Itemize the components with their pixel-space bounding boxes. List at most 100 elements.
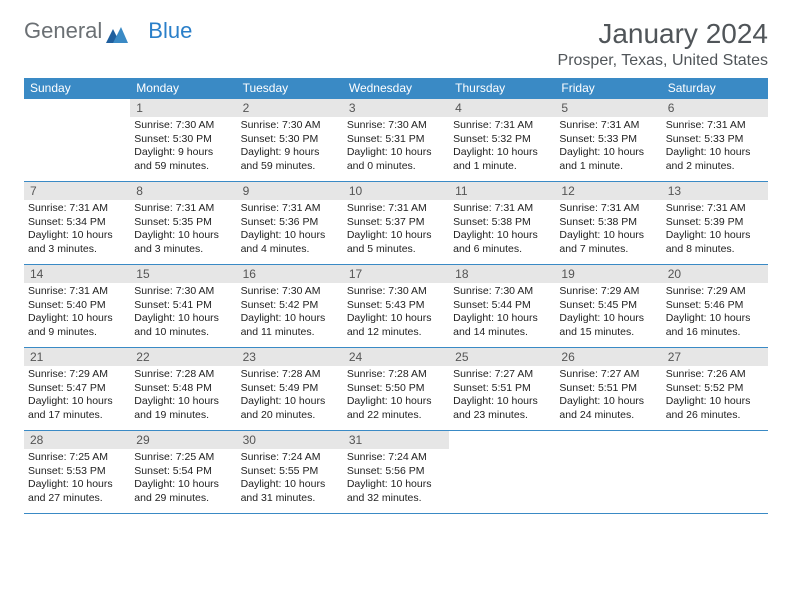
sunrise-line: Sunrise: 7:31 AM	[28, 202, 126, 216]
day-body: Sunrise: 7:31 AMSunset: 5:36 PMDaylight:…	[237, 200, 343, 261]
day-number: 23	[237, 348, 343, 366]
sunset-line: Sunset: 5:56 PM	[347, 465, 445, 479]
sunrise-line: Sunrise: 7:31 AM	[453, 119, 551, 133]
sunrise-line: Sunrise: 7:30 AM	[347, 119, 445, 133]
sunrise-line: Sunrise: 7:30 AM	[134, 119, 232, 133]
daylight-line: Daylight: 9 hours and 59 minutes.	[134, 146, 232, 173]
day-cell: 1 Sunrise: 7:30 AMSunset: 5:30 PMDaylight…	[130, 99, 236, 181]
daylight-line: Daylight: 10 hours and 12 minutes.	[347, 312, 445, 339]
sunrise-line: Sunrise: 7:31 AM	[347, 202, 445, 216]
day-cell	[555, 431, 661, 513]
day-number: 24	[343, 348, 449, 366]
daylight-line: Daylight: 10 hours and 4 minutes.	[241, 229, 339, 256]
sunrise-line: Sunrise: 7:31 AM	[559, 119, 657, 133]
weekday-header: Sunday	[24, 78, 130, 98]
day-cell: 27Sunrise: 7:26 AMSunset: 5:52 PMDayligh…	[662, 348, 768, 430]
day-cell: 12Sunrise: 7:31 AMSunset: 5:38 PMDayligh…	[555, 182, 661, 264]
day-number: 7	[24, 182, 130, 200]
day-cell: 21Sunrise: 7:29 AMSunset: 5:47 PMDayligh…	[24, 348, 130, 430]
daylight-line: Daylight: 10 hours and 9 minutes.	[28, 312, 126, 339]
weekday-header: Saturday	[662, 78, 768, 98]
day-body: Sunrise: 7:31 AMSunset: 5:39 PMDaylight:…	[662, 200, 768, 261]
day-body: Sunrise: 7:31 AMSunset: 5:32 PMDaylight:…	[449, 117, 555, 178]
day-body: Sunrise: 7:28 AMSunset: 5:48 PMDaylight:…	[130, 366, 236, 427]
day-body: Sunrise: 7:31 AMSunset: 5:40 PMDaylight:…	[24, 283, 130, 344]
day-number: 27	[662, 348, 768, 366]
sunset-line: Sunset: 5:49 PM	[241, 382, 339, 396]
sunrise-line: Sunrise: 7:31 AM	[666, 202, 764, 216]
logo: General Blue	[24, 18, 192, 44]
daylight-line: Daylight: 10 hours and 20 minutes.	[241, 395, 339, 422]
day-cell: 31Sunrise: 7:24 AMSunset: 5:56 PMDayligh…	[343, 431, 449, 513]
day-number: 15	[130, 265, 236, 283]
daylight-line: Daylight: 10 hours and 3 minutes.	[134, 229, 232, 256]
day-cell: 17Sunrise: 7:30 AMSunset: 5:43 PMDayligh…	[343, 265, 449, 347]
day-body: Sunrise: 7:31 AMSunset: 5:35 PMDaylight:…	[130, 200, 236, 261]
day-cell: 5Sunrise: 7:31 AMSunset: 5:33 PMDaylight…	[555, 99, 661, 181]
daylight-line: Daylight: 10 hours and 1 minute.	[453, 146, 551, 173]
day-body: Sunrise: 7:30 AMSunset: 5:42 PMDaylight:…	[237, 283, 343, 344]
sunrise-line: Sunrise: 7:30 AM	[347, 285, 445, 299]
day-number: 4	[449, 99, 555, 117]
location-text: Prosper, Texas, United States	[558, 52, 768, 70]
sunrise-line: Sunrise: 7:30 AM	[453, 285, 551, 299]
day-number: 1	[130, 99, 236, 117]
week-row: 21Sunrise: 7:29 AMSunset: 5:47 PMDayligh…	[24, 348, 768, 431]
day-cell: 9Sunrise: 7:31 AMSunset: 5:36 PMDaylight…	[237, 182, 343, 264]
day-cell: 2Sunrise: 7:30 AMSunset: 5:30 PMDaylight…	[237, 99, 343, 181]
day-cell: 26Sunrise: 7:27 AMSunset: 5:51 PMDayligh…	[555, 348, 661, 430]
day-number: 28	[24, 431, 130, 449]
day-number: 21	[24, 348, 130, 366]
daylight-line: Daylight: 10 hours and 7 minutes.	[559, 229, 657, 256]
sunset-line: Sunset: 5:55 PM	[241, 465, 339, 479]
day-cell: 10Sunrise: 7:31 AMSunset: 5:37 PMDayligh…	[343, 182, 449, 264]
calendar: SundayMondayTuesdayWednesdayThursdayFrid…	[24, 78, 768, 514]
sunset-line: Sunset: 5:54 PM	[134, 465, 232, 479]
day-body: Sunrise: 7:31 AMSunset: 5:34 PMDaylight:…	[24, 200, 130, 261]
day-cell: 11Sunrise: 7:31 AMSunset: 5:38 PMDayligh…	[449, 182, 555, 264]
day-body: Sunrise: 7:24 AMSunset: 5:56 PMDaylight:…	[343, 449, 449, 510]
day-number: 17	[343, 265, 449, 283]
sunrise-line: Sunrise: 7:31 AM	[666, 119, 764, 133]
day-number: 3	[343, 99, 449, 117]
sunset-line: Sunset: 5:39 PM	[666, 216, 764, 230]
day-number: 25	[449, 348, 555, 366]
daylight-line: Daylight: 10 hours and 3 minutes.	[28, 229, 126, 256]
sunrise-line: Sunrise: 7:31 AM	[134, 202, 232, 216]
sunset-line: Sunset: 5:42 PM	[241, 299, 339, 313]
sunset-line: Sunset: 5:47 PM	[28, 382, 126, 396]
daylight-line: Daylight: 10 hours and 11 minutes.	[241, 312, 339, 339]
logo-triangle-icon	[106, 23, 128, 39]
sunrise-line: Sunrise: 7:25 AM	[28, 451, 126, 465]
sunrise-line: Sunrise: 7:28 AM	[347, 368, 445, 382]
sunrise-line: Sunrise: 7:25 AM	[134, 451, 232, 465]
day-cell: 3Sunrise: 7:30 AMSunset: 5:31 PMDaylight…	[343, 99, 449, 181]
day-cell: 20Sunrise: 7:29 AMSunset: 5:46 PMDayligh…	[662, 265, 768, 347]
day-cell	[449, 431, 555, 513]
daylight-line: Daylight: 10 hours and 29 minutes.	[134, 478, 232, 505]
daylight-line: Daylight: 10 hours and 5 minutes.	[347, 229, 445, 256]
day-number: 16	[237, 265, 343, 283]
day-cell: 6Sunrise: 7:31 AMSunset: 5:33 PMDaylight…	[662, 99, 768, 181]
day-cell: 18Sunrise: 7:30 AMSunset: 5:44 PMDayligh…	[449, 265, 555, 347]
sunrise-line: Sunrise: 7:30 AM	[241, 119, 339, 133]
daylight-line: Daylight: 10 hours and 16 minutes.	[666, 312, 764, 339]
sunset-line: Sunset: 5:48 PM	[134, 382, 232, 396]
sunrise-line: Sunrise: 7:29 AM	[666, 285, 764, 299]
sunrise-line: Sunrise: 7:29 AM	[559, 285, 657, 299]
page-title: January 2024	[558, 18, 768, 50]
day-cell	[24, 99, 130, 181]
sunrise-line: Sunrise: 7:26 AM	[666, 368, 764, 382]
day-number: 12	[555, 182, 661, 200]
day-body: Sunrise: 7:31 AMSunset: 5:33 PMDaylight:…	[662, 117, 768, 178]
sunset-line: Sunset: 5:31 PM	[347, 133, 445, 147]
sunset-line: Sunset: 5:38 PM	[559, 216, 657, 230]
day-number: 26	[555, 348, 661, 366]
day-cell: 29Sunrise: 7:25 AMSunset: 5:54 PMDayligh…	[130, 431, 236, 513]
day-number: 8	[130, 182, 236, 200]
daylight-line: Daylight: 10 hours and 19 minutes.	[134, 395, 232, 422]
sunset-line: Sunset: 5:30 PM	[134, 133, 232, 147]
logo-text-1: General	[24, 18, 102, 44]
daylight-line: Daylight: 10 hours and 23 minutes.	[453, 395, 551, 422]
day-number: 2	[237, 99, 343, 117]
